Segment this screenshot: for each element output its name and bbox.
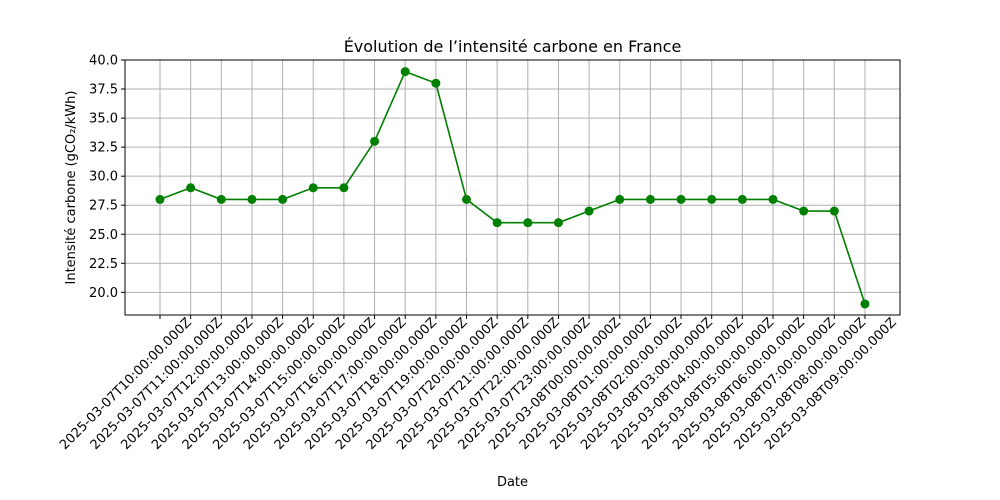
- data-point: [278, 194, 288, 204]
- data-point: [615, 194, 625, 204]
- grid-lines: [125, 59, 900, 315]
- data-point: [676, 194, 686, 204]
- y-tick-label: 37.5: [89, 83, 118, 98]
- y-tick-label: 22.5: [89, 257, 118, 272]
- x-axis-label: Date: [497, 475, 528, 490]
- y-tick-label: 32.5: [89, 141, 118, 156]
- y-tick-label: 25.0: [89, 228, 118, 243]
- data-point: [247, 194, 257, 204]
- data-point: [737, 194, 747, 204]
- data-point: [707, 194, 717, 204]
- data-point: [155, 194, 165, 204]
- chart-title: Évolution de l’intensité carbone en Fran…: [344, 37, 682, 56]
- y-tick-label: 20.0: [89, 286, 118, 301]
- data-point: [645, 194, 655, 204]
- data-series: [155, 67, 870, 309]
- data-point: [308, 183, 318, 193]
- data-point: [523, 218, 533, 228]
- data-point: [216, 194, 226, 204]
- y-tick-label: 40.0: [89, 54, 118, 69]
- data-point: [768, 194, 778, 204]
- data-point: [339, 183, 349, 193]
- plot-frame: [124, 59, 901, 316]
- data-point: [431, 78, 441, 88]
- data-point: [492, 218, 502, 228]
- data-point: [829, 206, 839, 216]
- series-line: [159, 70, 866, 305]
- data-point: [584, 206, 594, 216]
- data-point: [799, 206, 809, 216]
- x-axis-ticks: 2025-03-07T10:00:00.000Z2025-03-07T11:00…: [57, 315, 900, 453]
- data-point: [186, 183, 196, 193]
- y-tick-label: 35.0: [89, 112, 118, 127]
- data-point: [370, 136, 380, 146]
- y-axis-label: Intensité carbone (gCO₂/kWh): [64, 91, 79, 285]
- data-point: [860, 299, 870, 309]
- y-tick-label: 27.5: [89, 199, 118, 214]
- y-axis-ticks: 20.0 22.5 25.0 27.5 30.0 32.5 35.0 37.5 40.0: [89, 54, 125, 301]
- y-tick-label: 30.0: [89, 170, 118, 185]
- data-point: [462, 194, 471, 204]
- data-point: [400, 67, 410, 77]
- data-point: [553, 218, 563, 228]
